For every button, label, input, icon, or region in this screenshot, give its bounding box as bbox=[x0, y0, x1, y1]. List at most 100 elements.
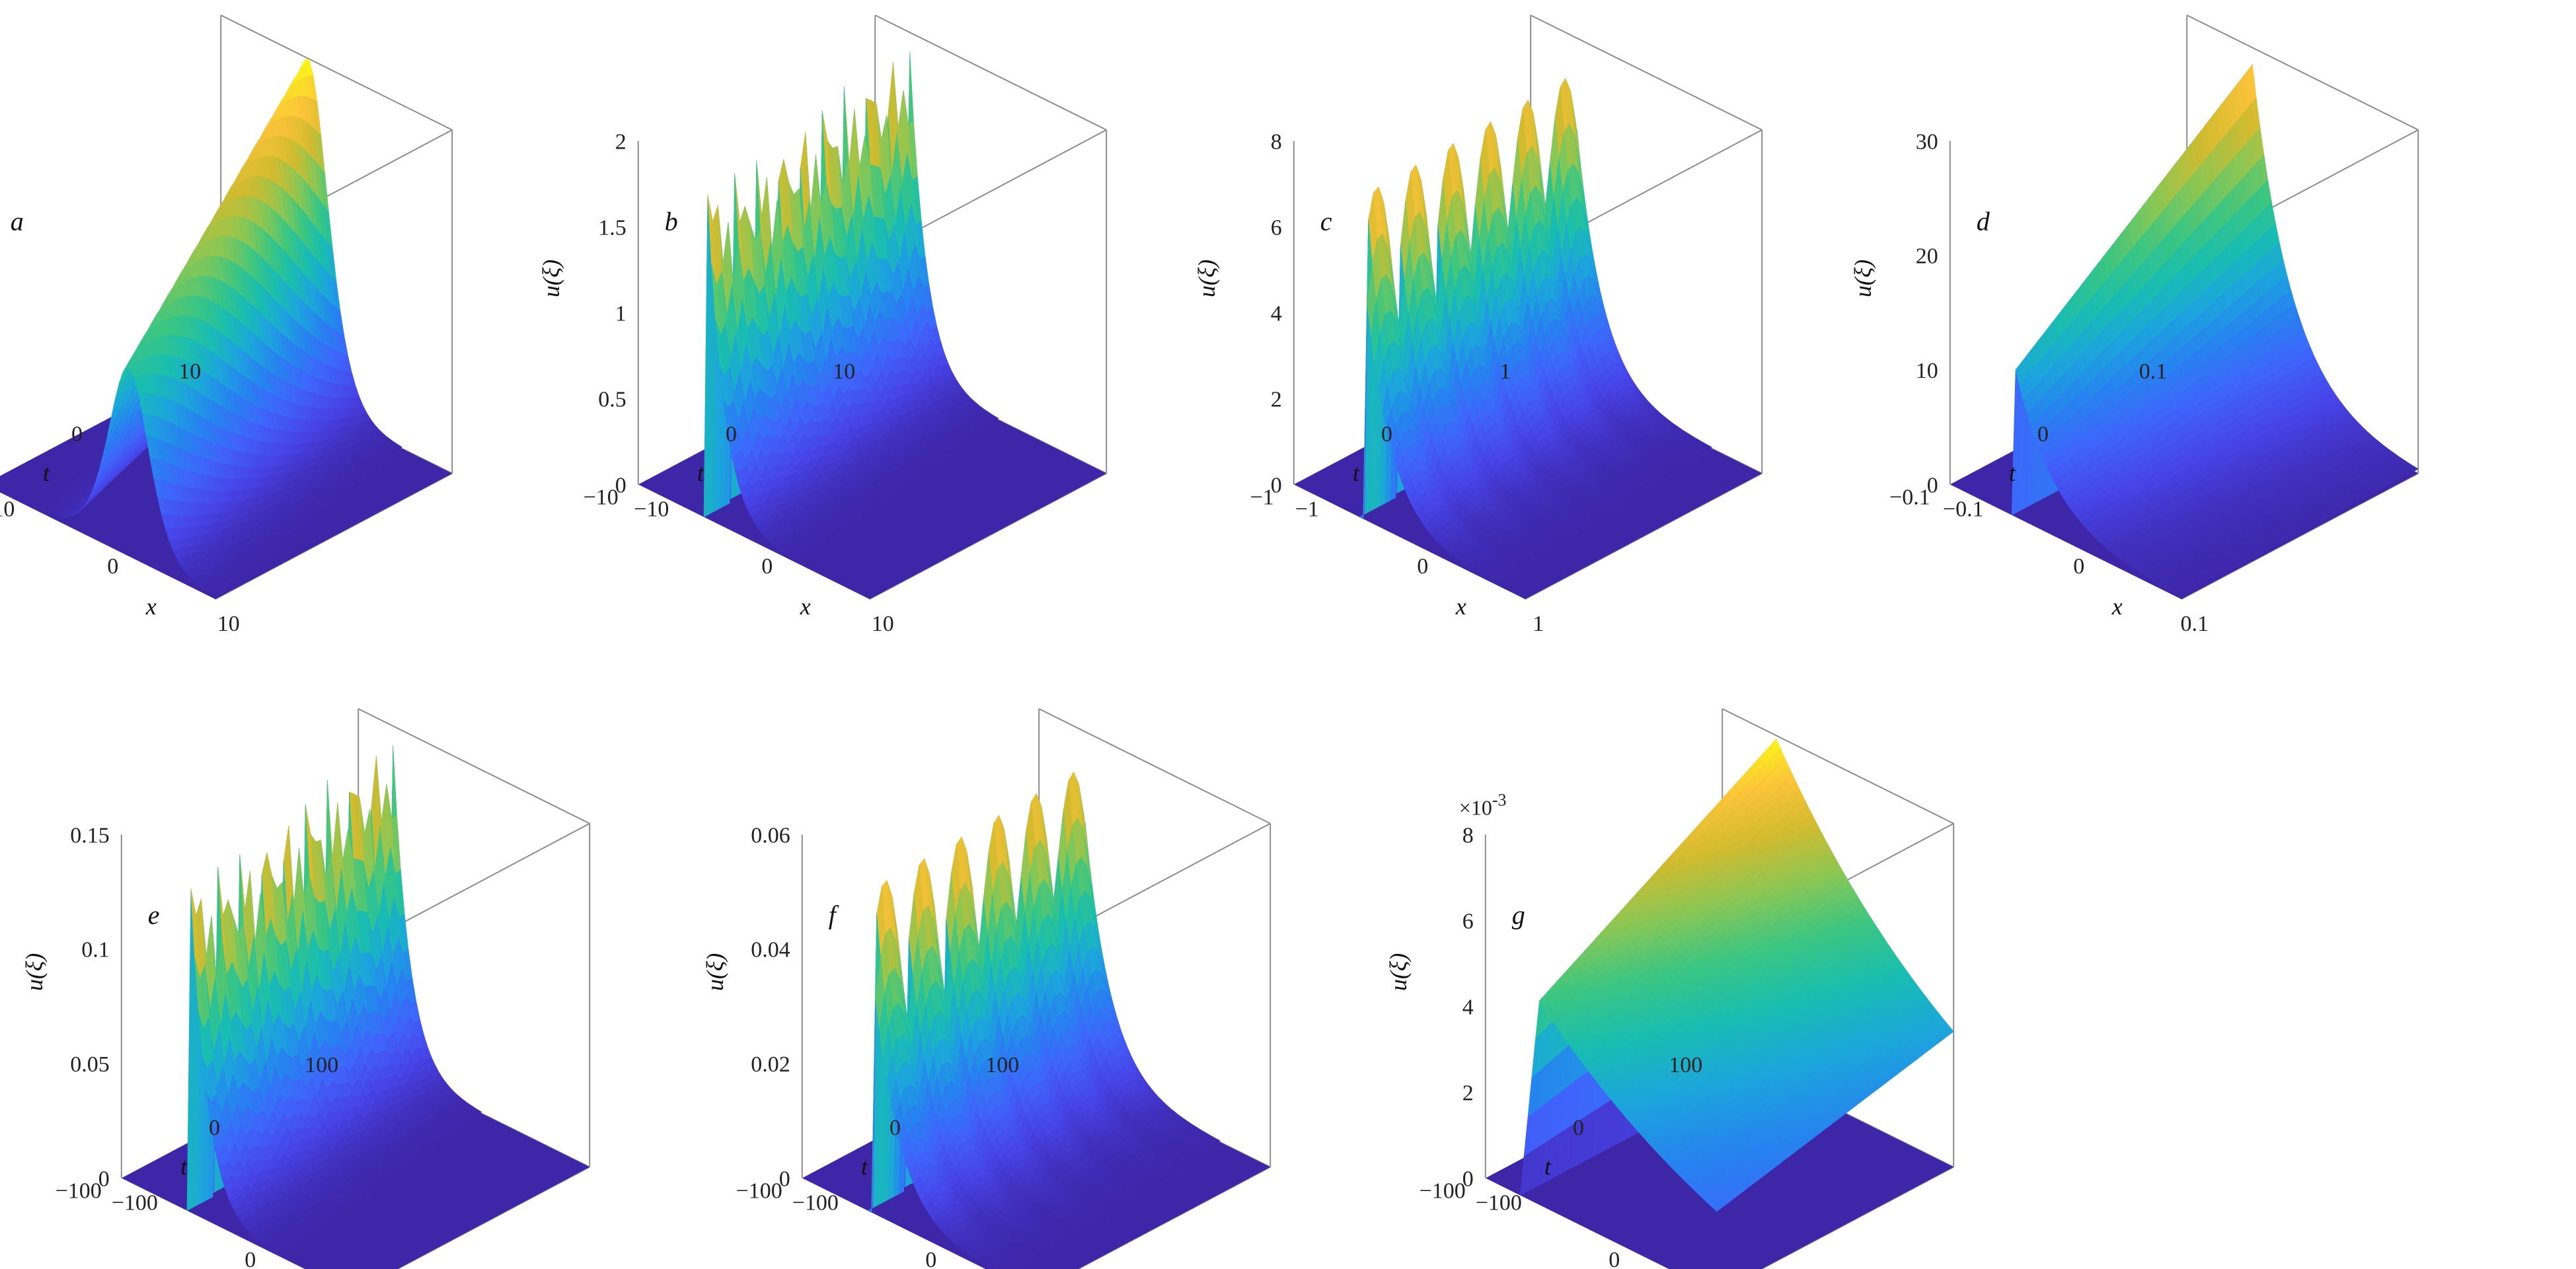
z-tick-label: 8 bbox=[1271, 129, 1282, 154]
z-tick-label: 0 bbox=[98, 1167, 110, 1191]
t-axis: 10−1 bbox=[1250, 359, 1511, 509]
panel-label: c bbox=[1320, 207, 1332, 236]
t-axis: 100−10 bbox=[71, 359, 201, 447]
t-tick-label: 100 bbox=[985, 1053, 1019, 1077]
t-tick-label: 0 bbox=[1381, 422, 1392, 447]
x-tick-label: 10 bbox=[217, 612, 240, 636]
z-tick-label: 0 bbox=[1271, 473, 1282, 497]
x-tick-label: −1 bbox=[1295, 497, 1319, 521]
z-tick-label: 8 bbox=[1462, 823, 1474, 848]
t-tick-label: 100 bbox=[1669, 1053, 1702, 1077]
z-tick-label: 1 bbox=[615, 301, 626, 326]
t-tick-label: 100 bbox=[305, 1053, 338, 1077]
x-axis-label: x bbox=[145, 593, 157, 620]
t-tick-label: −100 bbox=[56, 1178, 102, 1203]
z-tick-label: 0 bbox=[1927, 473, 1938, 497]
t-tick-label: 10 bbox=[833, 359, 855, 384]
z-tick-label: 0.04 bbox=[751, 938, 790, 962]
t-tick-label: 0.1 bbox=[2139, 359, 2168, 384]
z-tick-label: 20 bbox=[1916, 244, 1938, 269]
surface-mesh bbox=[186, 745, 482, 1256]
z-tick-label: 0 bbox=[779, 1167, 790, 1191]
z-tick-label: 6 bbox=[1462, 909, 1474, 933]
x-tick-label: −100 bbox=[1476, 1190, 1522, 1215]
x-axis-label: x bbox=[1455, 593, 1466, 620]
panel-label: a bbox=[11, 207, 24, 236]
z-tick-label: 0.05 bbox=[70, 1052, 110, 1077]
t-axis-label: t bbox=[180, 1153, 188, 1180]
z-exponent: ×10-3 bbox=[1459, 790, 1507, 819]
surface-mesh bbox=[1359, 77, 1715, 585]
z-tick-label: 0.1 bbox=[81, 938, 110, 962]
x-tick-label: 0 bbox=[1417, 554, 1428, 579]
t-axis: 100 0−100 bbox=[736, 1053, 1020, 1203]
t-tick-label: 10 bbox=[178, 359, 201, 384]
x-tick-label: −10 bbox=[634, 497, 669, 521]
z-tick-label: 1.5 bbox=[598, 215, 626, 240]
x-tick-label: 10 bbox=[872, 612, 894, 636]
t-tick-label: −10 bbox=[584, 485, 619, 509]
z-axis: 0 0.02 0.04 0.06 bbox=[751, 823, 803, 1191]
surface-mesh bbox=[703, 52, 999, 562]
t-tick-label: 0 bbox=[726, 422, 737, 447]
t-tick-label: 0 bbox=[209, 1116, 220, 1140]
x-tick-label: −0.1 bbox=[1943, 497, 1984, 521]
x-axis: −1000100 bbox=[792, 1190, 937, 1269]
z-tick-label: 0.06 bbox=[751, 823, 790, 848]
t-axis-label: t bbox=[861, 1153, 868, 1180]
x-tick-label: 0.1 bbox=[2181, 612, 2209, 636]
t-axis-label: t bbox=[43, 460, 50, 486]
t-tick-label: −100 bbox=[1420, 1178, 1466, 1203]
x-axis: −1000100 bbox=[112, 1190, 256, 1269]
x-tick-label: 0 bbox=[107, 554, 118, 579]
t-tick-label: 0 bbox=[71, 422, 83, 447]
x-axis: −0.1 0 0.1 bbox=[1943, 497, 2209, 636]
t-tick-label: −0.1 bbox=[1889, 485, 1930, 509]
t-axis: 100 0 −100 bbox=[1420, 1053, 1703, 1203]
z-axis-label: u(ξ) bbox=[21, 953, 48, 991]
surface-mesh bbox=[867, 771, 1223, 1269]
t-axis-label: t bbox=[697, 460, 704, 486]
t-tick-label: −100 bbox=[736, 1178, 782, 1203]
t-tick-label: 1 bbox=[1499, 359, 1511, 384]
z-tick-label: 2 bbox=[615, 129, 626, 154]
t-axis-label: t bbox=[2009, 460, 2016, 486]
x-tick-label: 0 bbox=[761, 554, 773, 579]
surface-mesh bbox=[2011, 63, 2419, 598]
t-tick-label: −1 bbox=[1250, 485, 1274, 509]
x-axis: −1000100 bbox=[1476, 1190, 1620, 1269]
z-tick-label: 4 bbox=[1462, 995, 1474, 1019]
z-axis-label: u(ξ) bbox=[702, 953, 728, 991]
z-tick-label: 0 bbox=[615, 473, 626, 497]
z-tick-label: 0.15 bbox=[70, 823, 110, 848]
panel-label: e bbox=[148, 900, 160, 930]
z-axis-label: u(ξ) bbox=[538, 260, 564, 297]
x-tick-label: −100 bbox=[112, 1190, 158, 1215]
t-axis: 0.10−0.1 bbox=[1889, 359, 2167, 509]
panel-label: d bbox=[1977, 207, 1990, 236]
z-tick-label: 2 bbox=[1462, 1081, 1474, 1105]
surface-mesh bbox=[1519, 738, 1954, 1212]
x-tick-label: 0 bbox=[925, 1248, 936, 1269]
z-axis-label: u(ξ) bbox=[1193, 260, 1220, 297]
t-axis: 100−10 bbox=[584, 359, 856, 509]
z-axis: 0 0.05 0.1 0.15 bbox=[70, 823, 122, 1191]
panel-label: f bbox=[829, 900, 839, 930]
t-tick-label: 0 bbox=[1573, 1116, 1584, 1140]
z-tick-label: 6 bbox=[1271, 215, 1282, 240]
t-tick-label: 0 bbox=[2037, 422, 2049, 447]
z-tick-label: 10 bbox=[1916, 359, 1938, 383]
z-tick-label: 0.02 bbox=[751, 1052, 790, 1077]
x-tick-label: −100 bbox=[792, 1190, 839, 1215]
x-axis: −10 0 10 bbox=[0, 497, 240, 636]
x-tick-label: 0 bbox=[245, 1248, 256, 1269]
panel-label: g bbox=[1512, 900, 1525, 930]
x-axis-label: x bbox=[2111, 593, 2123, 620]
